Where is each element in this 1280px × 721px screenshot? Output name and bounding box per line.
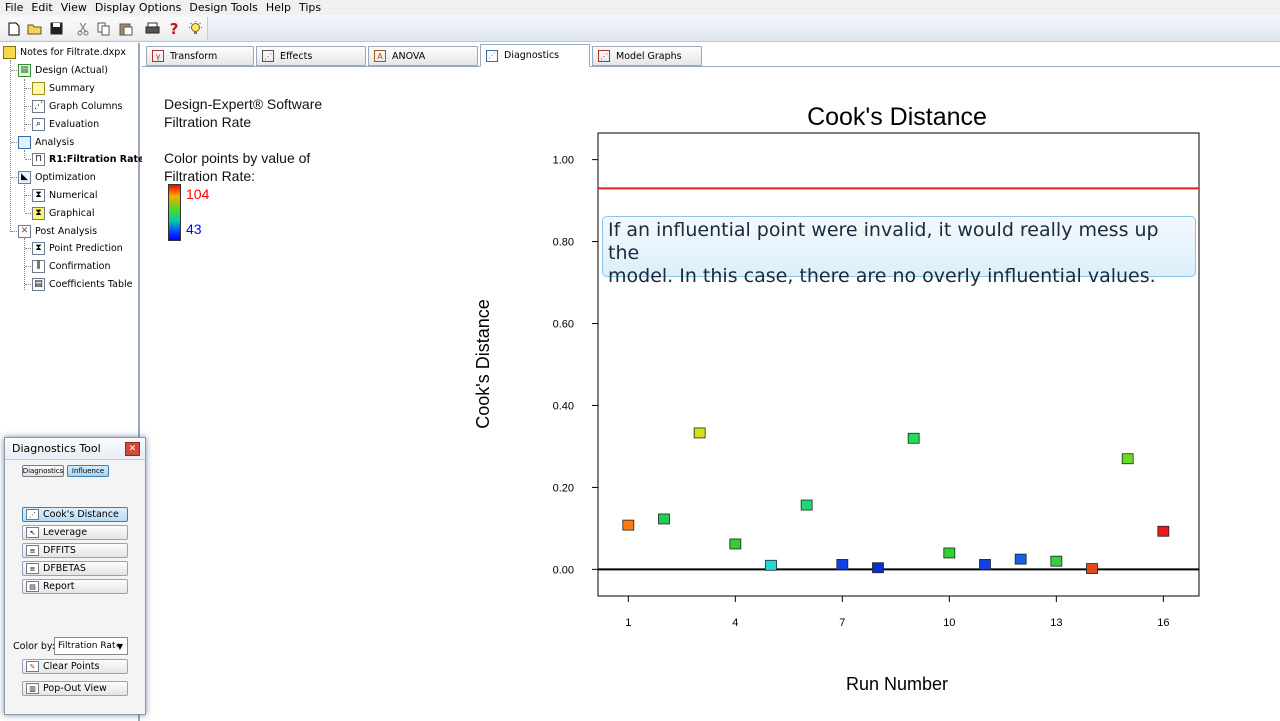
tip-bulb-icon[interactable] bbox=[186, 19, 205, 39]
confirmation-icon: ⫼ bbox=[32, 259, 45, 273]
cut-icon[interactable] bbox=[74, 19, 93, 39]
model-graphs-icon: ⋰ bbox=[598, 50, 610, 62]
callout-line-1: If an influential point were invalid, it… bbox=[608, 219, 1159, 264]
tab-diagnostics[interactable]: ⋰ Diagnostics bbox=[480, 44, 590, 67]
tree-coefficients-table[interactable]: ▤ Coefficients Table bbox=[32, 276, 132, 292]
copy-icon[interactable] bbox=[95, 19, 114, 39]
new-file-icon[interactable] bbox=[4, 19, 23, 39]
anova-icon: A bbox=[374, 50, 386, 62]
view-tabs: γ Transform ⋰ Effects A ANOVA ⋰ Diagnostics … bbox=[142, 43, 1280, 67]
color-by-caption: Color points by value of bbox=[164, 150, 311, 166]
tree-root[interactable]: Notes for Filtrate.dxpx bbox=[3, 44, 126, 60]
callout-line-2: model. In this case, there are no overly… bbox=[608, 265, 1156, 287]
tab-effects[interactable]: ⋰ Effects bbox=[256, 46, 366, 66]
folder-icon bbox=[3, 45, 16, 59]
tree-design[interactable]: ▦ Design (Actual) bbox=[18, 62, 108, 78]
evaluation-magnifier-icon: ⌕ bbox=[32, 117, 45, 131]
graphical-icon: ⧗ bbox=[32, 206, 45, 220]
menu-bar: File Edit View Display Options Design To… bbox=[0, 0, 1280, 15]
color-scale-bar bbox=[168, 184, 181, 241]
optimization-icon: ◣ bbox=[18, 170, 31, 184]
tree-evaluation[interactable]: ⌕ Evaluation bbox=[32, 116, 99, 132]
toolbar-strip: ? bbox=[0, 17, 208, 40]
chevron-down-icon: ▼ bbox=[116, 641, 124, 651]
mode-influence-button[interactable]: Influence bbox=[67, 465, 109, 477]
design-grid-icon: ▦ bbox=[18, 63, 31, 77]
pop-out-view-button[interactable]: ▥ Pop-Out View bbox=[22, 681, 128, 696]
menu-display-options[interactable]: Display Options bbox=[94, 1, 182, 14]
clear-points-icon: ✎ bbox=[26, 661, 39, 672]
open-folder-icon[interactable] bbox=[25, 19, 44, 39]
help-icon[interactable]: ? bbox=[169, 19, 179, 38]
tree-r1-filtration-rate[interactable]: ⊓ R1:Filtration Rate ( bbox=[32, 151, 152, 167]
color-by-response: Filtration Rate: bbox=[164, 168, 256, 184]
analysis-icon bbox=[18, 135, 31, 149]
menu-design-tools[interactable]: Design Tools bbox=[189, 1, 258, 14]
effects-icon: ⋰ bbox=[262, 50, 274, 62]
color-by-label: Color by: bbox=[13, 641, 55, 652]
dfbetas-button[interactable]: ≡ DFBETAS bbox=[22, 561, 128, 576]
summary-icon bbox=[32, 81, 45, 95]
paste-icon[interactable] bbox=[116, 19, 135, 39]
tree-analysis[interactable]: Analysis bbox=[18, 134, 74, 150]
annotation-callout: If an influential point were invalid, it… bbox=[602, 216, 1196, 287]
transform-icon: γ bbox=[152, 50, 164, 62]
cooks-distance-button[interactable]: ⋰ Cook's Distance bbox=[22, 507, 128, 522]
color-by-select[interactable]: Filtration Rat‹ ▼ bbox=[54, 637, 128, 655]
tree-post-analysis[interactable]: ✕ Post Analysis bbox=[18, 223, 97, 239]
tree-graphical[interactable]: ⧗ Graphical bbox=[32, 205, 94, 221]
tree-optimization[interactable]: ◣ Optimization bbox=[18, 169, 96, 185]
close-icon[interactable]: ✕ bbox=[125, 442, 140, 456]
mode-diagnostics-button[interactable]: Diagnostics bbox=[22, 465, 64, 477]
point-prediction-icon: ⧗ bbox=[32, 241, 45, 255]
tab-transform[interactable]: γ Transform bbox=[146, 46, 254, 66]
software-label: Design-Expert® Software bbox=[164, 96, 323, 112]
diagnostics-tool-title: Diagnostics Tool bbox=[5, 438, 145, 460]
diagnostics-icon: ⋰ bbox=[486, 49, 498, 62]
dffits-icon: ≡ bbox=[26, 545, 39, 556]
dffits-button[interactable]: ≡ DFFITS bbox=[22, 543, 128, 558]
tab-anova[interactable]: A ANOVA bbox=[368, 46, 478, 66]
response-name: Filtration Rate bbox=[164, 114, 252, 130]
dfbetas-icon: ≡ bbox=[26, 563, 39, 574]
pop-out-view-icon: ▥ bbox=[26, 683, 39, 694]
graph-columns-icon: ⋰ bbox=[32, 99, 45, 113]
tree-numerical[interactable]: ⧗ Numerical bbox=[32, 187, 97, 203]
response-icon: ⊓ bbox=[32, 152, 45, 166]
post-analysis-icon: ✕ bbox=[18, 224, 31, 238]
diagnostics-tool-window: Diagnostics Tool ✕ Diagnostics Influence… bbox=[4, 437, 146, 715]
menu-tips[interactable]: Tips bbox=[299, 1, 322, 14]
tree-graph-columns[interactable]: ⋰ Graph Columns bbox=[32, 99, 123, 113]
color-scale-min: 43 bbox=[186, 221, 202, 237]
tab-model-graphs[interactable]: ⋰ Model Graphs bbox=[592, 46, 702, 66]
menu-file[interactable]: File bbox=[5, 1, 24, 14]
print-icon[interactable] bbox=[143, 19, 162, 39]
tree-confirmation[interactable]: ⫼ Confirmation bbox=[32, 258, 110, 274]
clear-points-button[interactable]: ✎ Clear Points bbox=[22, 659, 128, 674]
report-button[interactable]: ▤ Report bbox=[22, 579, 128, 594]
save-icon[interactable] bbox=[47, 19, 66, 39]
plot-area bbox=[142, 68, 1280, 721]
numerical-icon: ⧗ bbox=[32, 188, 45, 202]
leverage-button[interactable]: ↖ Leverage bbox=[22, 525, 128, 540]
leverage-icon: ↖ bbox=[26, 527, 39, 538]
toolbar: ? bbox=[0, 15, 1280, 42]
menu-view[interactable]: View bbox=[60, 1, 87, 14]
coefficients-table-icon: ▤ bbox=[32, 277, 45, 291]
color-scale-max: 104 bbox=[186, 186, 210, 202]
tree-summary[interactable]: Summary bbox=[32, 80, 95, 96]
cooks-distance-icon: ⋰ bbox=[26, 509, 39, 520]
menu-edit[interactable]: Edit bbox=[31, 1, 53, 14]
report-icon: ▤ bbox=[26, 581, 39, 592]
tree-point-prediction[interactable]: ⧗ Point Prediction bbox=[32, 240, 123, 256]
menu-help[interactable]: Help bbox=[265, 1, 291, 14]
